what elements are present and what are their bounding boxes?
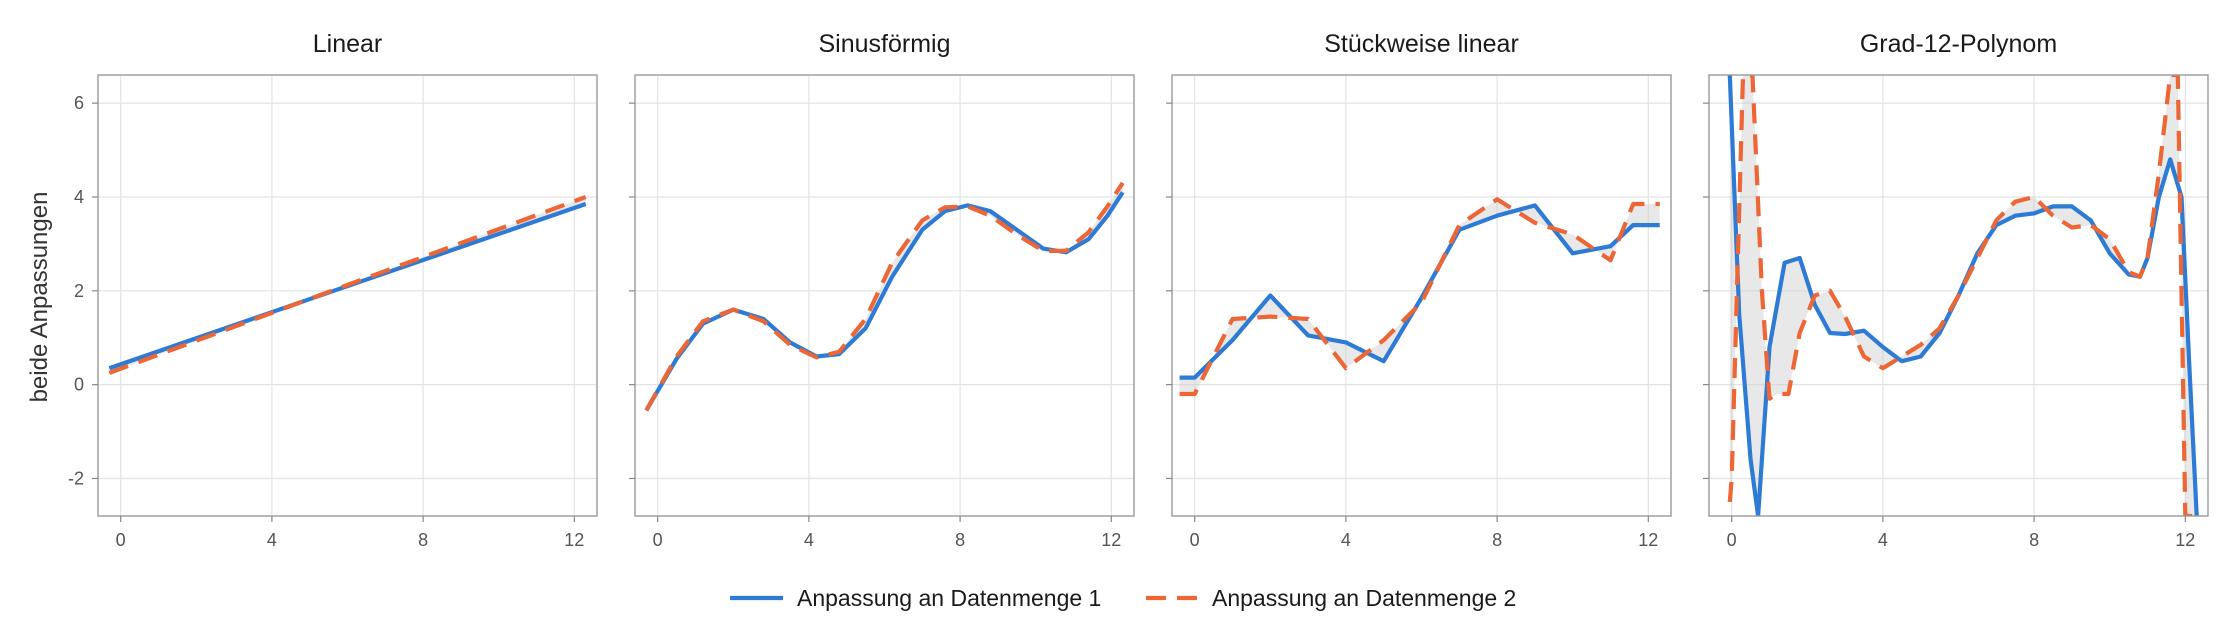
- panel-border: [1171, 74, 1672, 517]
- y-tick-label: 4: [74, 187, 84, 207]
- panel-border: [1708, 74, 2209, 517]
- x-tick-label: 8: [2029, 530, 2039, 550]
- panel-1: Linear 0 4 8 12 -2 0 2 4 6: [68, 30, 598, 550]
- x-tick-label: 4: [267, 530, 277, 550]
- x-tick-label: 4: [1878, 530, 1888, 550]
- x-tick-label: 12: [1101, 530, 1121, 550]
- difference-band: [1729, 75, 2199, 516]
- panel-3: Stückweise linear 0 4 8 12: [1166, 30, 1672, 550]
- panel-4: Grad-12-Polynom 0 4 8 12: [1703, 30, 2209, 550]
- x-tick-label: 0: [116, 530, 126, 550]
- x-tick-label: 8: [955, 530, 965, 550]
- series-line-2: [108, 195, 587, 375]
- series-line-2: [1179, 197, 1660, 397]
- x-tick-label: 12: [564, 530, 584, 550]
- series-line-2: [644, 181, 1125, 412]
- legend-label-2: Anpassung an Datenmenge 2: [1212, 585, 1516, 611]
- series-line-1: [644, 191, 1125, 412]
- panel-title: Stückweise linear: [1324, 30, 1519, 58]
- panel-title: Linear: [313, 30, 383, 58]
- y-tick-label: 6: [74, 93, 84, 113]
- y-tick-label: -2: [68, 468, 84, 488]
- plot-area: [644, 181, 1125, 412]
- y-axis-label: beide Anpassungen: [26, 192, 53, 403]
- y-tick-label: 2: [74, 281, 84, 301]
- x-tick-label: 12: [2175, 530, 2195, 550]
- x-tick-label: 8: [1492, 530, 1502, 550]
- panel-2: Sinusförmig 0 4 8 12: [629, 30, 1135, 550]
- series-line-1: [1179, 203, 1660, 380]
- legend: Anpassung an Datenmenge 1 Anpassung an Da…: [730, 585, 1516, 611]
- difference-band: [646, 182, 1123, 411]
- panel-title: Sinusförmig: [819, 30, 951, 58]
- x-tick-label: 4: [1341, 530, 1351, 550]
- x-tick-label: 0: [653, 530, 663, 550]
- panel-border: [634, 74, 1135, 517]
- panel-title: Grad-12-Polynom: [1860, 30, 2057, 58]
- x-tick-label: 4: [804, 530, 814, 550]
- x-tick-label: 8: [418, 530, 428, 550]
- plot-area: [108, 195, 587, 375]
- difference-band: [1179, 199, 1660, 395]
- plot-area: [1727, 75, 2199, 516]
- x-tick-label: 0: [1190, 530, 1200, 550]
- y-tick-label: 0: [74, 375, 84, 395]
- legend-label-1: Anpassung an Datenmenge 1: [797, 585, 1101, 611]
- x-tick-label: 12: [1638, 530, 1658, 550]
- panel-border: [97, 74, 598, 517]
- x-tick-label: 0: [1727, 530, 1737, 550]
- plot-area: [1179, 197, 1660, 397]
